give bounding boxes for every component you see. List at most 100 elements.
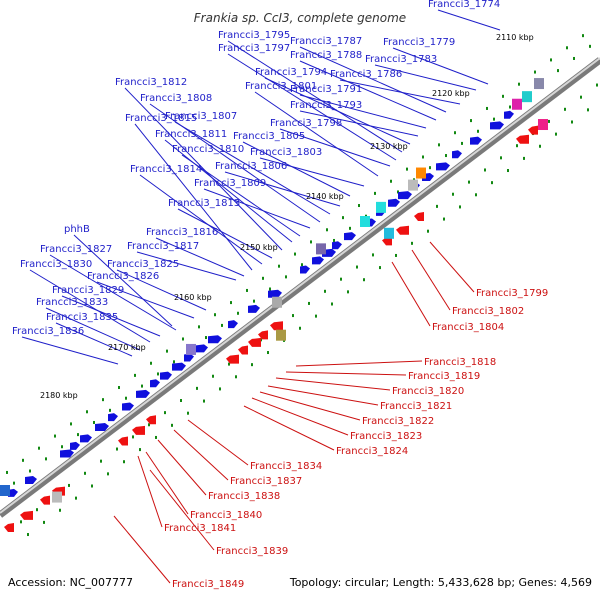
tick-mark bbox=[54, 434, 56, 438]
leader-line bbox=[429, 241, 475, 293]
tick-mark bbox=[491, 181, 493, 185]
tick-mark bbox=[93, 420, 95, 424]
tick-mark bbox=[292, 314, 294, 318]
forward-gene bbox=[228, 320, 238, 329]
gene-label: Francci3_1812 bbox=[115, 77, 187, 88]
tick-mark bbox=[157, 372, 159, 376]
gene-label: Francci3_1803 bbox=[250, 147, 322, 158]
feature-box bbox=[316, 243, 326, 255]
leader-line bbox=[275, 377, 391, 391]
tick-mark bbox=[411, 241, 413, 245]
leader-line bbox=[136, 251, 237, 281]
map-title: Frankia sp. CcI3, complete genome bbox=[194, 11, 406, 25]
tick-mark bbox=[269, 287, 271, 291]
leader-line bbox=[137, 455, 163, 528]
tick-mark bbox=[61, 445, 63, 449]
tick-mark bbox=[566, 46, 568, 50]
leader-line bbox=[285, 371, 407, 376]
tick-mark bbox=[587, 108, 589, 112]
feature-box bbox=[276, 329, 286, 341]
leader-line bbox=[437, 9, 501, 31]
gene-label: Francci3_1791 bbox=[290, 84, 362, 95]
tick-mark bbox=[301, 263, 303, 267]
leader-line bbox=[149, 469, 215, 551]
gene-label: Francci3_1811 bbox=[155, 129, 227, 140]
top-gene-labels: Francci3_1774Francci3_1779Francci3_1783F… bbox=[12, 0, 500, 337]
gene-label: Francci3_1822 bbox=[362, 416, 434, 427]
leader-line bbox=[203, 188, 311, 229]
tick-mark bbox=[340, 277, 342, 281]
feature-box bbox=[376, 201, 386, 213]
tick-mark bbox=[582, 34, 584, 38]
guide-lines bbox=[21, 9, 501, 584]
gene-label: Francci3_1809 bbox=[194, 178, 266, 189]
tick-mark bbox=[443, 217, 445, 221]
gene-label: Francci3_1787 bbox=[290, 36, 362, 47]
leader-line bbox=[134, 123, 253, 271]
tick-mark bbox=[356, 265, 358, 269]
tick-mark bbox=[198, 325, 200, 329]
forward-gene bbox=[8, 488, 18, 497]
feature-box bbox=[534, 78, 544, 90]
tick-mark bbox=[228, 362, 230, 366]
tick-mark bbox=[326, 228, 328, 232]
tick-mark bbox=[580, 95, 582, 99]
tick-mark bbox=[502, 94, 504, 98]
gene-label: Francci3_1783 bbox=[365, 54, 437, 65]
reverse-gene bbox=[414, 212, 424, 222]
tick-mark bbox=[109, 408, 111, 412]
tick-mark bbox=[36, 508, 38, 512]
reverse-gene bbox=[146, 415, 156, 425]
tick-mark bbox=[550, 58, 552, 62]
forward-gene bbox=[25, 476, 37, 485]
tick-mark bbox=[475, 193, 477, 197]
feature-box bbox=[360, 216, 370, 227]
leader-line bbox=[243, 405, 335, 451]
tick-mark bbox=[100, 459, 102, 463]
feature-box bbox=[416, 167, 426, 179]
leader-line bbox=[374, 64, 477, 91]
leader-line bbox=[187, 419, 249, 466]
tick-mark bbox=[516, 144, 518, 148]
leader-line bbox=[29, 269, 151, 343]
forward-gene bbox=[95, 422, 109, 431]
kbp-label: 2110 kbp bbox=[496, 33, 534, 42]
leader-line bbox=[227, 53, 397, 161]
tick-mark bbox=[68, 483, 70, 487]
leader-line bbox=[254, 91, 379, 177]
gene-label: Francci3_1793 bbox=[290, 100, 362, 111]
reverse-gene bbox=[20, 510, 33, 520]
tick-mark bbox=[395, 253, 397, 257]
leader-line bbox=[45, 307, 141, 351]
leader-line bbox=[299, 60, 437, 121]
tick-mark bbox=[173, 360, 175, 364]
reverse-gene bbox=[528, 125, 538, 135]
gene-label: Francci3_1779 bbox=[383, 37, 455, 48]
tick-mark bbox=[461, 141, 463, 145]
leader-line bbox=[267, 385, 379, 406]
tick-mark bbox=[397, 190, 399, 194]
tick-mark bbox=[20, 520, 22, 524]
kbp-label: 2150 kbp bbox=[240, 243, 278, 252]
feature-box bbox=[512, 98, 522, 110]
leader-line bbox=[411, 249, 451, 311]
tick-mark bbox=[6, 470, 8, 474]
tick-mark bbox=[324, 289, 326, 293]
tick-mark bbox=[477, 129, 479, 133]
leader-line bbox=[21, 336, 119, 365]
leader-line bbox=[392, 47, 489, 85]
tick-mark bbox=[454, 131, 456, 135]
gene-label: Francci3_1813 bbox=[168, 198, 240, 209]
leader-line bbox=[391, 261, 431, 327]
gene-label: Francci3_1801 bbox=[245, 81, 317, 92]
leader-line bbox=[181, 154, 301, 237]
leader-line bbox=[155, 237, 245, 277]
leader-line bbox=[259, 391, 361, 421]
tick-mark bbox=[573, 56, 575, 60]
tick-mark bbox=[486, 106, 488, 110]
kbp-label: 2140 kbp bbox=[306, 192, 344, 201]
tick-mark bbox=[523, 156, 525, 160]
gene-label: Francci3_1805 bbox=[233, 131, 305, 142]
gene-label: Francci3_1797 bbox=[218, 43, 290, 54]
